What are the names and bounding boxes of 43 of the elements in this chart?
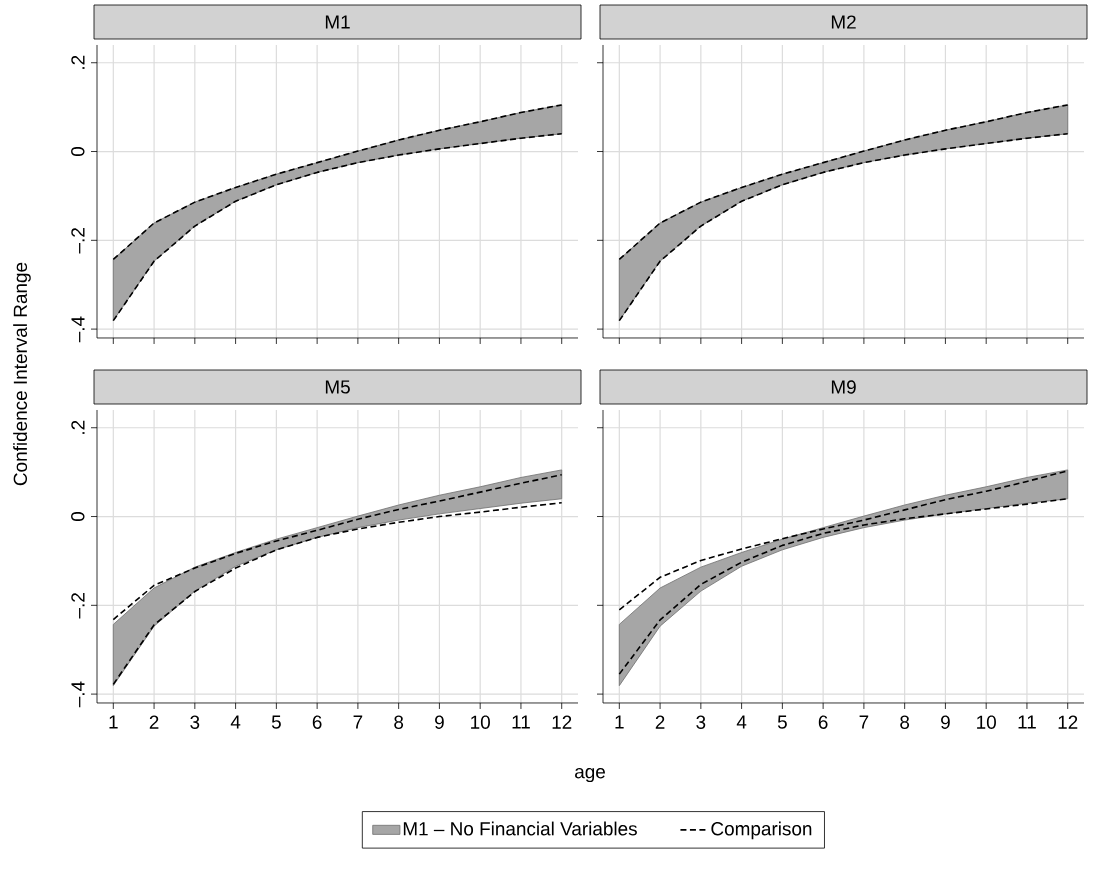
x-tick-label: 6 [312, 715, 322, 729]
x-tick-label: 5 [271, 715, 281, 729]
x-tick-label: 7 [353, 715, 363, 729]
chart-title: M1 [325, 15, 350, 29]
line-series [112, 104, 563, 261]
x-tick-label: 10 [977, 715, 996, 729]
x-tick-label: 8 [394, 715, 404, 729]
legend-label: Comparison [711, 821, 812, 840]
x-tick-label: 1 [615, 715, 624, 729]
x-tick-label: 10 [471, 715, 490, 729]
legend-label: M1 – No Financial Variables [403, 821, 637, 836]
x-tick-label: 9 [941, 715, 950, 729]
x-tick-label: 9 [435, 715, 444, 729]
x-tick-label: 4 [736, 715, 747, 729]
x-tick-label: 2 [149, 715, 159, 729]
x-tick-label: 11 [512, 715, 530, 729]
x-tick-label: 2 [655, 715, 665, 729]
x-tick-label: 3 [696, 715, 706, 729]
x-tick-label: 12 [1058, 715, 1078, 729]
y-tick-label: –.2 [71, 593, 85, 619]
x-tick-label: 11 [1018, 715, 1036, 729]
chart-title: M5 [325, 380, 350, 394]
x-tick-label: 8 [900, 715, 910, 729]
x-tick-label: 3 [190, 715, 200, 729]
x-tick-label: 6 [818, 715, 828, 729]
line-series [112, 474, 563, 621]
x-tick-label: 7 [859, 715, 869, 729]
y-tick-label: –.2 [71, 228, 85, 254]
x-tick-label: 1 [109, 715, 118, 729]
y-tick-label: –.4 [71, 681, 85, 708]
y-tick-label: .2 [71, 420, 85, 434]
x-tick-label: 4 [230, 715, 241, 729]
x-tick-label: 5 [777, 715, 787, 729]
x-axis-title: age [575, 768, 605, 783]
chart-title: M2 [831, 15, 856, 29]
line-series [112, 501, 563, 686]
y-axis-title: Confidence Interval Range [13, 262, 31, 486]
chart-title: M9 [831, 380, 856, 394]
y-tick-label: .2 [71, 55, 85, 69]
y-tick-label: 0 [71, 512, 85, 522]
y-tick-label: –.4 [71, 316, 85, 343]
y-tick-label: 0 [71, 147, 85, 157]
x-tick-label: 12 [552, 715, 572, 729]
